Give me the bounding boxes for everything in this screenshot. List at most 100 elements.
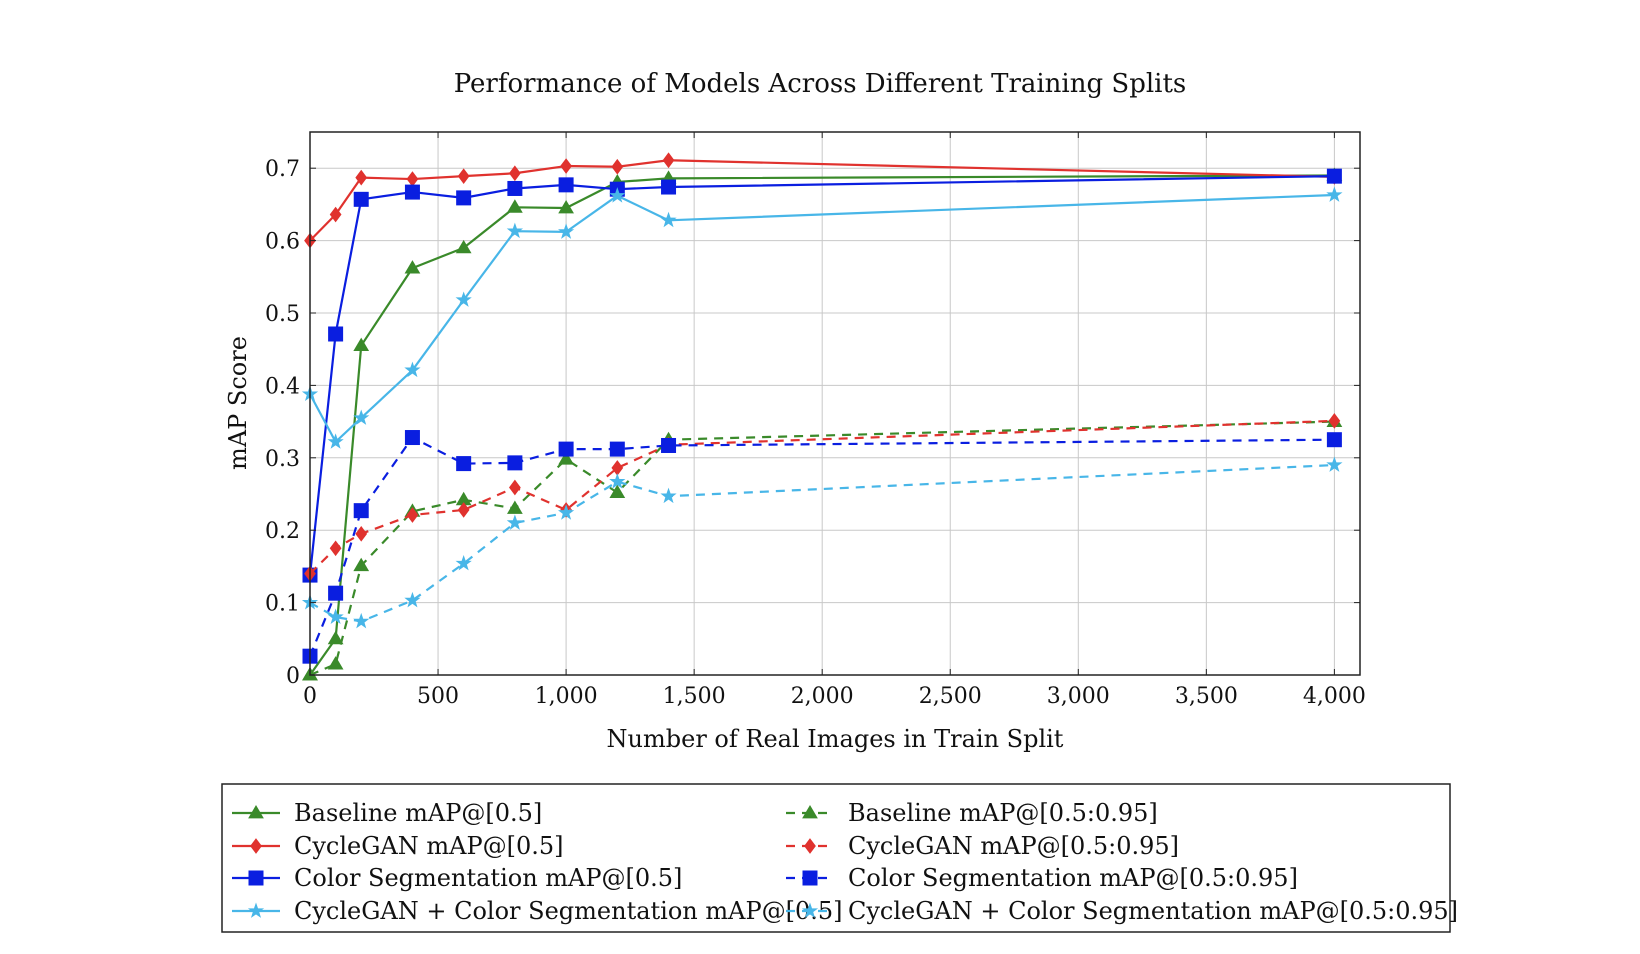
square-marker — [1326, 168, 1342, 184]
diamond-marker — [406, 507, 419, 523]
square-marker — [507, 455, 523, 471]
triangle-marker — [404, 260, 421, 274]
x-tick-label: 4,000 — [1303, 684, 1366, 709]
diamond-marker — [329, 206, 342, 223]
square-marker — [661, 179, 677, 195]
legend-label: Color Segmentation mAP@[0.5:0.95] — [848, 864, 1298, 892]
diamond-marker — [457, 502, 470, 518]
y-tick-label: 0.2 — [265, 519, 300, 544]
star-marker — [247, 902, 265, 918]
legend-entry: CycleGAN + Color Segmentation mAP@[0.5:0… — [786, 897, 1458, 925]
star-marker — [506, 222, 523, 239]
series-line — [308, 175, 1335, 576]
star-marker — [557, 223, 575, 239]
legend-label: CycleGAN + Color Segmentation mAP@[0.5:0… — [848, 897, 1458, 925]
triangle-marker — [248, 805, 264, 819]
square-marker — [328, 326, 344, 342]
triangle-marker — [558, 451, 574, 465]
series-line — [309, 174, 1335, 676]
legend-entry: Color Segmentation mAP@[0.5] — [232, 864, 682, 892]
x-tick-label: 2,000 — [791, 684, 854, 709]
triangle-marker — [455, 239, 472, 254]
diamond-marker — [509, 165, 521, 182]
legend-box — [221, 783, 1451, 933]
diamond-marker — [329, 540, 342, 557]
star-marker — [404, 591, 421, 608]
star-marker — [327, 608, 344, 624]
diamond-marker — [611, 460, 624, 476]
triangle-marker — [353, 557, 370, 572]
square-marker — [248, 870, 264, 886]
square-marker — [507, 180, 523, 196]
diamond-marker — [509, 479, 521, 496]
square-marker — [661, 437, 677, 453]
chart-title: Performance of Models Across Different T… — [454, 69, 1187, 99]
triangle-marker — [327, 656, 344, 670]
star-marker — [353, 409, 370, 425]
series-6 — [302, 430, 1342, 664]
legend-entry: Color Segmentation mAP@[0.5:0.95] — [786, 864, 1298, 892]
star-marker — [506, 514, 523, 530]
series-line — [308, 436, 1335, 657]
star-marker — [353, 612, 370, 629]
y-tick-label: 0.7 — [265, 157, 300, 182]
square-marker — [456, 190, 472, 206]
diamond-marker — [804, 838, 816, 854]
legend-label: Baseline mAP@[0.5:0.95] — [848, 799, 1158, 827]
triangle-marker — [507, 199, 523, 213]
legend: Baseline mAP@[0.5] CycleGAN mAP@[0.5] Colo… — [232, 799, 1458, 925]
diamond-marker — [1328, 413, 1341, 429]
star-marker — [609, 187, 626, 203]
square-marker — [1326, 432, 1342, 448]
triangle-marker — [327, 630, 344, 645]
diamond-marker — [611, 158, 624, 175]
x-axis-label: Number of Real Images in Train Split — [607, 725, 1064, 753]
legend-entry: CycleGAN mAP@[0.5:0.95] — [786, 832, 1179, 860]
x-tick-label: 0 — [303, 684, 317, 709]
x-tick-label: 500 — [417, 684, 459, 709]
star-marker — [455, 291, 472, 307]
diamond-marker — [662, 152, 675, 169]
square-marker — [328, 585, 344, 601]
star-marker — [609, 473, 626, 489]
plot-frame — [309, 131, 1361, 676]
legend-label: Baseline mAP@[0.5] — [294, 799, 542, 827]
y-tick-label: 0.1 — [265, 592, 300, 617]
legend-entry: CycleGAN + Color Segmentation mAP@[0.5] — [232, 897, 843, 925]
star-marker — [327, 433, 344, 449]
star-marker — [557, 504, 575, 520]
square-marker — [456, 456, 472, 472]
legend-label: CycleGAN mAP@[0.5] — [294, 832, 564, 860]
star-marker — [801, 902, 819, 918]
star-marker — [1326, 456, 1343, 472]
triangle-marker — [558, 200, 574, 214]
triangle-marker — [802, 805, 818, 819]
diamond-marker — [560, 158, 572, 174]
x-tick-label: 3,500 — [1175, 684, 1238, 709]
x-tick-label: 1,000 — [535, 684, 598, 709]
legend-entry: Baseline mAP@[0.5:0.95] — [786, 799, 1158, 827]
legend-label: CycleGAN mAP@[0.5:0.95] — [848, 832, 1179, 860]
square-marker — [802, 870, 818, 886]
legend-label: CycleGAN + Color Segmentation mAP@[0.5] — [294, 897, 843, 925]
x-tick-label: 1,500 — [663, 684, 726, 709]
star-marker — [660, 487, 677, 504]
y-tick-label: 0.6 — [265, 230, 300, 255]
diamond-marker — [355, 525, 368, 542]
diamond-marker — [457, 168, 470, 184]
series-2 — [302, 168, 1342, 583]
square-marker — [558, 441, 574, 457]
legend-label: Color Segmentation mAP@[0.5] — [294, 864, 682, 892]
triangle-marker — [353, 337, 370, 351]
y-axis-label: mAP Score — [224, 336, 252, 470]
square-marker — [353, 191, 369, 207]
y-tick-label: 0 — [286, 664, 300, 689]
series-line — [309, 159, 1335, 242]
x-tick-label: 2,500 — [919, 684, 982, 709]
star-marker — [404, 361, 421, 378]
y-tick-label: 0.5 — [265, 302, 300, 327]
star-marker — [455, 554, 472, 571]
diamond-marker — [250, 838, 262, 854]
